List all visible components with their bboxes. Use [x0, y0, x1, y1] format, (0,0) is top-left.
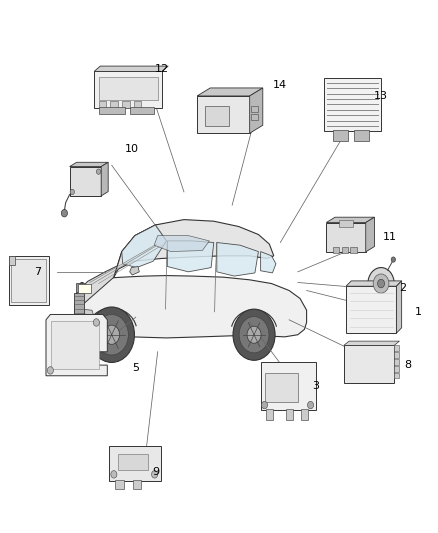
Bar: [94, 71, 162, 108]
Bar: [74, 293, 84, 316]
Bar: [99, 101, 106, 108]
Polygon shape: [74, 276, 307, 338]
Text: 2: 2: [399, 283, 406, 293]
Bar: [350, 247, 357, 253]
Text: 5: 5: [132, 363, 139, 373]
Bar: [301, 409, 308, 420]
Bar: [333, 247, 339, 253]
Bar: [394, 366, 399, 372]
Bar: [346, 286, 396, 333]
Bar: [394, 352, 399, 358]
Polygon shape: [154, 236, 209, 252]
Polygon shape: [94, 66, 168, 71]
Bar: [266, 409, 273, 420]
Circle shape: [111, 471, 117, 478]
Polygon shape: [70, 166, 101, 196]
Bar: [118, 454, 148, 470]
Bar: [110, 101, 118, 108]
Circle shape: [233, 309, 275, 360]
Bar: [9, 256, 15, 265]
Bar: [324, 78, 381, 131]
Text: 10: 10: [124, 144, 138, 154]
Polygon shape: [74, 282, 83, 321]
Circle shape: [378, 279, 385, 288]
Polygon shape: [250, 88, 263, 133]
Polygon shape: [46, 314, 107, 376]
Bar: [394, 359, 399, 365]
Polygon shape: [344, 341, 399, 345]
Polygon shape: [366, 217, 374, 252]
Bar: [265, 373, 298, 402]
Polygon shape: [167, 241, 214, 272]
Bar: [130, 107, 154, 114]
Bar: [99, 107, 125, 114]
Bar: [78, 284, 91, 293]
Text: 1: 1: [415, 307, 422, 317]
Circle shape: [61, 209, 67, 217]
Polygon shape: [197, 88, 263, 96]
Bar: [99, 77, 158, 100]
Polygon shape: [346, 281, 402, 286]
Text: 8: 8: [404, 360, 411, 370]
Circle shape: [391, 257, 396, 262]
Bar: [251, 114, 258, 120]
Text: 11: 11: [383, 232, 397, 242]
Polygon shape: [326, 217, 374, 222]
Text: 7: 7: [34, 267, 41, 277]
Polygon shape: [326, 222, 366, 252]
Circle shape: [368, 268, 394, 300]
Bar: [344, 345, 394, 383]
Circle shape: [239, 317, 269, 353]
Bar: [205, 106, 229, 126]
Circle shape: [373, 274, 389, 293]
Polygon shape: [122, 225, 166, 268]
Bar: [109, 446, 161, 481]
Bar: [342, 247, 348, 253]
Circle shape: [81, 314, 88, 322]
Circle shape: [152, 471, 158, 478]
Bar: [122, 101, 130, 108]
Circle shape: [47, 367, 53, 374]
Bar: [333, 130, 348, 141]
Circle shape: [95, 314, 128, 355]
Polygon shape: [197, 96, 250, 133]
Polygon shape: [217, 243, 258, 276]
Polygon shape: [74, 224, 166, 312]
Text: 9: 9: [152, 467, 159, 477]
Polygon shape: [74, 309, 94, 325]
Bar: [76, 283, 84, 292]
Circle shape: [247, 326, 261, 343]
Polygon shape: [114, 220, 274, 277]
Circle shape: [89, 307, 134, 362]
Polygon shape: [396, 281, 402, 333]
Bar: [134, 101, 141, 108]
Circle shape: [261, 401, 268, 409]
Bar: [354, 130, 369, 141]
Bar: [51, 321, 99, 369]
Circle shape: [96, 169, 101, 174]
Bar: [115, 480, 124, 489]
Bar: [339, 220, 353, 227]
Circle shape: [307, 401, 314, 409]
Text: 3: 3: [312, 382, 319, 391]
Bar: [261, 362, 316, 410]
Bar: [9, 256, 49, 305]
Text: 12: 12: [155, 64, 169, 74]
Polygon shape: [261, 252, 276, 273]
Polygon shape: [130, 266, 139, 275]
Polygon shape: [70, 162, 108, 166]
Text: 13: 13: [374, 91, 388, 101]
Bar: [251, 106, 258, 112]
Circle shape: [104, 325, 120, 344]
Bar: [286, 409, 293, 420]
Bar: [394, 345, 399, 351]
Circle shape: [93, 319, 99, 326]
Bar: [394, 373, 399, 378]
Polygon shape: [101, 162, 108, 196]
Text: 14: 14: [273, 80, 287, 90]
Bar: [133, 480, 141, 489]
Circle shape: [70, 189, 74, 195]
Bar: [11, 259, 46, 302]
